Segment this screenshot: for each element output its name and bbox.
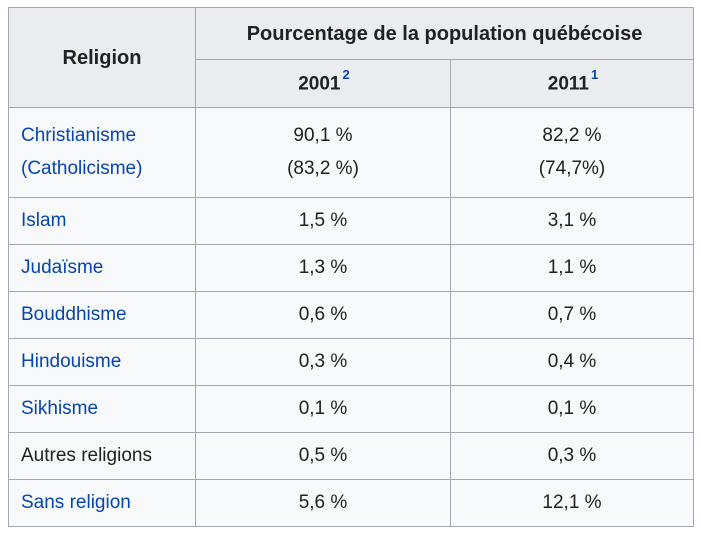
value-2001: 1,5 % <box>195 197 451 245</box>
religion-link-catholicisme[interactable]: (Catholicisme) <box>21 157 143 179</box>
religion-cell: Autres religions <box>8 432 196 480</box>
religion-cell: Sans religion <box>8 479 196 527</box>
value-2011: 3,1 % <box>450 197 694 245</box>
table-row-judaisme: Judaïsme 1,3 % 1,1 % <box>8 244 694 292</box>
year-2001-header: 2001 2 <box>195 59 451 108</box>
table-row-islam: Islam 1,5 % 3,1 % <box>8 197 694 245</box>
value-2001: 0,1 % <box>195 385 451 433</box>
table-row-autres-religions: Autres religions 0,5 % 0,3 % <box>8 432 694 480</box>
group-column-header: Pourcentage de la population québécoise <box>195 7 694 60</box>
religion-link-hindouisme[interactable]: Hindouisme <box>21 350 122 372</box>
table-row-sans-religion: Sans religion 5,6 % 12,1 % <box>8 479 694 527</box>
religion-column-header: Religion <box>8 7 196 108</box>
religion-cell: Bouddhisme <box>8 291 196 339</box>
religion-link-islam[interactable]: Islam <box>21 209 67 231</box>
year-2011-label: 2011 <box>547 73 589 95</box>
table-row-bouddhisme: Bouddhisme 0,6 % 0,7 % <box>8 291 694 339</box>
religion-label-autres: Autres religions <box>21 444 152 466</box>
religion-cell: Islam <box>8 197 196 245</box>
value-2011: 0,3 % <box>450 432 694 480</box>
value-2001: 90,1 % <box>293 125 353 147</box>
value-2001-sub: (83,2 %) <box>287 157 359 179</box>
religion-link-judaisme[interactable]: Judaïsme <box>21 256 104 278</box>
year-2011-header: 2011 1 <box>450 59 694 108</box>
table-row-christianisme: Christianisme (Catholicisme) 90,1 % (83,… <box>8 107 694 198</box>
value-2011: 0,1 % <box>450 385 694 433</box>
value-2001: 0,3 % <box>195 338 451 386</box>
religion-cell: Christianisme (Catholicisme) <box>8 107 196 198</box>
religion-cell: Sikhisme <box>8 385 196 433</box>
table-row-sikhisme: Sikhisme 0,1 % 0,1 % <box>8 385 694 433</box>
value-2011: 0,4 % <box>450 338 694 386</box>
religion-cell: Hindouisme <box>8 338 196 386</box>
value-2011-sub: (74,7%) <box>538 157 606 179</box>
value-2001: 5,6 % <box>195 479 451 527</box>
reference-link-2[interactable]: 2 <box>342 66 350 82</box>
value-cell-2011: 82,2 % (74,7%) <box>450 107 694 198</box>
religion-link-bouddhisme[interactable]: Bouddhisme <box>21 303 127 325</box>
value-2011: 82,2 % <box>542 125 602 147</box>
religion-link-christianisme[interactable]: Christianisme <box>21 125 137 147</box>
value-2011: 12,1 % <box>450 479 694 527</box>
religion-cell: Judaïsme <box>8 244 196 292</box>
value-2001: 1,3 % <box>195 244 451 292</box>
value-cell-2001: 90,1 % (83,2 %) <box>195 107 451 198</box>
value-2001: 0,6 % <box>195 291 451 339</box>
religion-link-sikhisme[interactable]: Sikhisme <box>21 397 99 419</box>
value-2011: 0,7 % <box>450 291 694 339</box>
reference-link-1[interactable]: 1 <box>591 66 599 82</box>
religion-percentage-table: Religion Pourcentage de la population qu… <box>8 7 694 527</box>
year-2001-label: 2001 <box>298 73 341 95</box>
value-2011: 1,1 % <box>450 244 694 292</box>
table-row-hindouisme: Hindouisme 0,3 % 0,4 % <box>8 338 694 386</box>
religion-link-sans-religion[interactable]: Sans religion <box>21 491 131 513</box>
value-2001: 0,5 % <box>195 432 451 480</box>
